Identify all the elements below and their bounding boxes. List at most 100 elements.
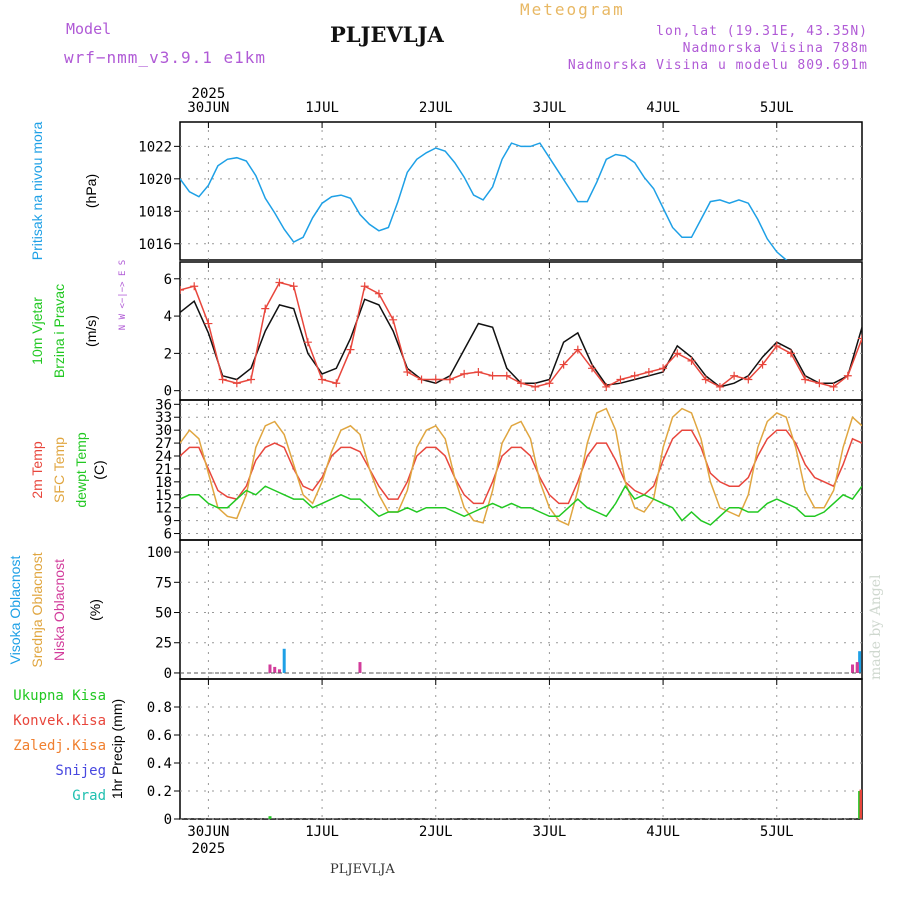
- y-tick-label: 1016: [138, 237, 172, 253]
- gust-marker: [417, 375, 426, 384]
- bar-niska-oblacnost: [855, 662, 859, 673]
- x-top-tick-label: 5JUL: [760, 100, 794, 116]
- gust-marker: [687, 356, 696, 365]
- model-altitude-label: Nadmorska Visina u modelu 809.691m: [567, 58, 868, 73]
- y-tick-label: 18: [155, 475, 172, 491]
- precip-legend-total: Ukupna Kisa: [13, 688, 106, 704]
- pressure-unit-label: (hPa): [83, 174, 99, 208]
- gust-marker: [715, 382, 724, 391]
- panel-data: [180, 648, 862, 674]
- gust-marker: [602, 382, 611, 391]
- y-tick-label: 0.4: [147, 756, 172, 772]
- y-tick-label: 1018: [138, 204, 172, 220]
- gust-marker: [730, 371, 739, 380]
- panel-data: [180, 789, 862, 819]
- gust-marker: [218, 375, 227, 384]
- wind-axis-label: 10m Vjetar: [29, 297, 45, 365]
- gust-marker: [261, 304, 270, 313]
- panel-frame: [179, 539, 863, 680]
- panel-data: [180, 142, 788, 260]
- wind-axis-label-2: Brzina i Pravac: [51, 284, 67, 378]
- footer-location: PLJEVLJA: [330, 862, 395, 877]
- cloud-unit-label: (%): [87, 599, 103, 621]
- gust-marker: [389, 315, 398, 324]
- y-tick-label: 30: [155, 423, 172, 439]
- panel-data: [180, 407, 862, 526]
- series-line-sfc-temp: [180, 407, 862, 526]
- pressure-axis-label: Pritisak na nivou mora: [29, 122, 45, 261]
- gust-marker: [460, 369, 469, 378]
- panel-pressure: 1016 1018 1020 1022: [138, 121, 863, 261]
- series-line-2m-temp: [180, 429, 862, 505]
- gust-marker: [445, 375, 454, 384]
- product-title: Meteogram: [520, 0, 625, 19]
- gust-marker: [431, 375, 440, 384]
- precip-unit-label: 1hr Precip (mm): [109, 699, 125, 799]
- series-line-pressure: [180, 142, 788, 260]
- gust-marker: [360, 282, 369, 291]
- y-tick-label: 15: [155, 488, 172, 504]
- gust-marker: [815, 379, 824, 388]
- gust-marker: [829, 382, 838, 391]
- x-top-tick-label: 3JUL: [533, 100, 567, 116]
- bar-niska-oblacnost: [851, 664, 855, 673]
- precip-legend-snow: Snijeg: [55, 763, 106, 779]
- gust-marker: [858, 334, 862, 343]
- gust-marker: [190, 282, 199, 291]
- coordinates-label: lon,lat (19.31E, 43.35N): [656, 24, 868, 39]
- x-bottom-tick-label: 30JUN: [187, 824, 229, 840]
- gust-marker: [332, 379, 341, 388]
- gust-marker: [517, 379, 525, 388]
- bar-visoka-oblacnost: [282, 648, 286, 673]
- gust-marker: [531, 382, 540, 391]
- gust-marker: [758, 360, 767, 369]
- x-bottom-tick-label: 4JUL: [646, 824, 680, 840]
- y-tick-label: 6: [164, 527, 172, 543]
- panel-frame: [179, 678, 863, 820]
- panel-frame: [179, 121, 863, 261]
- bar-niska-oblacnost: [268, 664, 272, 673]
- y-tick-label: 9: [164, 514, 172, 530]
- gust-marker: [588, 364, 597, 373]
- y-tick-label: 24: [155, 449, 172, 465]
- gust-marker: [303, 338, 312, 347]
- gust-marker: [488, 371, 497, 380]
- y-tick-label: 6: [164, 272, 172, 288]
- y-tick-label: 1020: [138, 172, 172, 188]
- panel-precipitation: 0 0.2 0.4 0.6 0.8: [147, 678, 863, 828]
- low-cloud-axis-label: Niska Oblacnost: [51, 559, 67, 661]
- x-bottom-tick-label: 1JUL: [305, 824, 339, 840]
- y-tick-label: 75: [155, 575, 172, 591]
- gust-marker: [744, 375, 753, 384]
- mid-cloud-axis-label: Srednja Oblacnost: [29, 552, 45, 667]
- altitude-label: Nadmorska Visina 788m: [682, 41, 868, 56]
- panel-data: [180, 278, 862, 391]
- y-tick-label: 0.8: [147, 700, 172, 716]
- y-tick-label: 100: [147, 545, 172, 561]
- bar-ukupna-kisa: [268, 816, 272, 819]
- bar-niska-oblacnost: [277, 669, 281, 673]
- x-bottom-tick-label: 3JUL: [533, 824, 567, 840]
- y-tick-label: 0: [164, 384, 172, 400]
- series-line-gust: [180, 281, 862, 388]
- bar-niska-oblacnost: [358, 662, 362, 673]
- gust-marker: [247, 375, 256, 384]
- y-tick-label: 0: [164, 812, 172, 828]
- wind-compass-label: N W <−|−> E S: [118, 260, 128, 330]
- gust-marker: [786, 349, 795, 358]
- series-line-speed: [180, 298, 862, 388]
- wind-unit-label: (m/s): [83, 315, 99, 347]
- x-top-tick-label: 4JUL: [646, 100, 680, 116]
- gust-marker: [559, 360, 568, 369]
- x-top-year-label: 2025: [192, 86, 226, 102]
- y-tick-label: 4: [164, 309, 172, 325]
- gust-marker: [801, 375, 810, 384]
- gust-marker: [616, 375, 625, 384]
- panel-clouds: 0 25 50 75 100: [147, 539, 863, 682]
- bar-konvek-kisa: [859, 789, 862, 819]
- series-line-dewpt-temp: [180, 484, 862, 526]
- model-label: Model: [66, 20, 112, 38]
- y-tick-label: 33: [155, 410, 172, 426]
